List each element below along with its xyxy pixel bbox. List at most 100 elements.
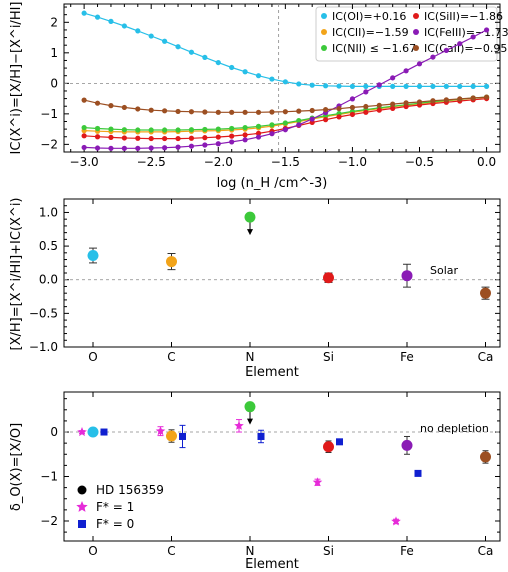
abundance-point bbox=[244, 211, 256, 223]
series-point bbox=[430, 83, 436, 89]
series-point bbox=[363, 89, 369, 95]
depletion-point bbox=[166, 430, 177, 442]
x-tick-label: N bbox=[246, 350, 255, 364]
series-point bbox=[363, 103, 369, 110]
solar-label: Solar bbox=[430, 264, 459, 277]
ionization-correction-panel: IC(X^i)=[X/H]−[X^i/HI] log (n_H /cm^-3) … bbox=[9, 2, 508, 192]
series-point bbox=[269, 76, 275, 82]
no-depletion-label: no depletion bbox=[420, 422, 489, 435]
depletion-point bbox=[401, 439, 413, 451]
series-point bbox=[215, 59, 221, 66]
series-point bbox=[121, 23, 127, 29]
series-point bbox=[483, 27, 490, 33]
series-point bbox=[148, 145, 154, 151]
series-point bbox=[309, 82, 315, 88]
upper-limit-head bbox=[247, 229, 253, 236]
series-point bbox=[108, 145, 114, 151]
series-point bbox=[269, 131, 275, 137]
series-point bbox=[121, 104, 127, 111]
series-point bbox=[296, 122, 302, 128]
x-tick-label: −0.5 bbox=[405, 155, 434, 169]
depletion-point bbox=[244, 401, 256, 413]
abundance-point bbox=[166, 256, 177, 268]
series-point bbox=[94, 100, 101, 106]
series-point bbox=[430, 54, 436, 60]
fstar1-point bbox=[312, 477, 323, 487]
plot-frame bbox=[63, 391, 501, 542]
series-point bbox=[483, 94, 490, 100]
series-point bbox=[175, 135, 181, 142]
series-point bbox=[390, 75, 396, 81]
y-tick-label: 2 bbox=[50, 15, 58, 29]
x-tick-label: −1.5 bbox=[271, 155, 300, 169]
legend-marker bbox=[413, 29, 419, 35]
series-point bbox=[349, 96, 356, 102]
series-point bbox=[255, 109, 262, 115]
upper-limit-head bbox=[247, 418, 253, 425]
depletion-point bbox=[323, 441, 334, 453]
abundance-point bbox=[401, 270, 413, 282]
panel1-legend: IC(OI)=+0.16 IC(SiII)=−1.86 IC(CII)=−1.59 I… bbox=[315, 6, 508, 62]
series-point bbox=[188, 49, 195, 55]
legend-label: IC(CaII)=−0.95 bbox=[424, 42, 507, 55]
legend-label: HD 156359 bbox=[96, 483, 164, 497]
series-point bbox=[242, 137, 248, 143]
series-point bbox=[162, 127, 168, 133]
series-point bbox=[148, 135, 154, 142]
fstar1-point bbox=[77, 427, 87, 437]
x-tick-label: Si bbox=[323, 544, 334, 558]
series-point bbox=[443, 97, 449, 103]
series-point bbox=[255, 130, 262, 136]
series-point bbox=[349, 111, 356, 118]
x-tick-label: C bbox=[167, 350, 175, 364]
series-point bbox=[202, 109, 208, 115]
series-point bbox=[108, 134, 114, 140]
y-tick-label: 0.0 bbox=[39, 273, 58, 287]
fstar0-point bbox=[179, 432, 186, 440]
legend-label: IC(CII)=−1.59 bbox=[332, 26, 409, 39]
series-point bbox=[470, 95, 476, 101]
series-point bbox=[229, 139, 235, 145]
series-point bbox=[376, 107, 382, 113]
series-point bbox=[242, 109, 248, 115]
x-tick-label: −1.0 bbox=[338, 155, 367, 169]
series-point bbox=[94, 125, 101, 132]
series-point bbox=[336, 83, 342, 89]
series-point bbox=[188, 143, 195, 149]
fstar0-point bbox=[336, 438, 343, 446]
series-point bbox=[135, 135, 141, 141]
series-point bbox=[81, 97, 87, 103]
series-point bbox=[376, 102, 382, 108]
series-point bbox=[457, 83, 463, 89]
legend-label: IC(FeIII)=−1.73 bbox=[424, 26, 508, 39]
series-point bbox=[81, 144, 87, 151]
series-point bbox=[188, 127, 195, 133]
fstar0-point bbox=[414, 469, 422, 477]
series-point bbox=[323, 106, 329, 113]
series-point bbox=[255, 134, 262, 140]
y-tick-label: −2 bbox=[40, 137, 58, 151]
series-point bbox=[108, 126, 114, 132]
y-tick-label: −1.0 bbox=[29, 340, 58, 354]
panel3-xlabel: Element bbox=[245, 557, 299, 572]
series-point bbox=[296, 117, 302, 124]
series-point bbox=[296, 81, 302, 87]
series-point bbox=[242, 69, 248, 75]
panel3-ylabel: δ_O(X)=[X/O] bbox=[9, 423, 24, 511]
panel1-xlabel: log (n_H /cm^-3) bbox=[217, 176, 328, 191]
y-tick-label: −2 bbox=[40, 514, 58, 528]
legend-label: F* = 0 bbox=[96, 517, 134, 531]
series-point bbox=[215, 109, 221, 115]
series-group bbox=[81, 10, 490, 151]
panel3-legend: HD 156359 F* = 1 F* = 0 bbox=[76, 483, 164, 531]
y-tick-label: −0.5 bbox=[29, 306, 58, 320]
series-point bbox=[215, 126, 221, 132]
series-point bbox=[229, 133, 235, 139]
x-tick-label: 0.0 bbox=[477, 155, 496, 169]
series-point bbox=[121, 135, 127, 141]
series-point bbox=[416, 61, 423, 67]
panel2-xlabel: Element bbox=[245, 365, 299, 380]
y-tick-label: 1 bbox=[50, 46, 58, 60]
series-point bbox=[457, 41, 463, 47]
